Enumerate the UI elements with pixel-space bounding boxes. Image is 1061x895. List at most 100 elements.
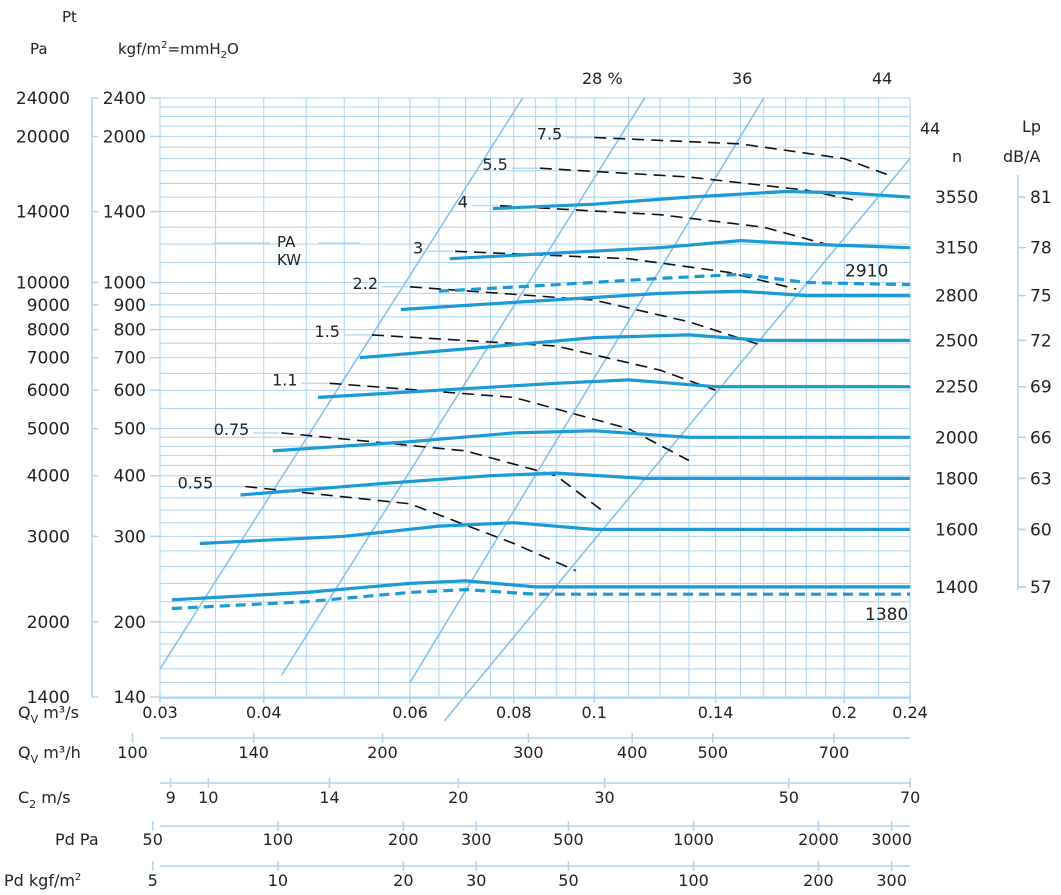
- kgf-tick-label: 1400: [103, 203, 146, 223]
- scale-label: QV m³/h: [18, 743, 81, 766]
- lp-label: 57: [1030, 578, 1052, 598]
- power-curve: [594, 136, 887, 176]
- speed-curve: [492, 189, 911, 211]
- scale-tick-label: 200: [803, 871, 834, 890]
- scale-label: QV m³/s: [18, 703, 79, 726]
- speed-label: 1800: [935, 469, 978, 489]
- scale-tick-label: 2000: [798, 830, 839, 849]
- power-curves: 0.55 0.75 1.1 1.5 2.2 3 4 5.5 7.5: [178, 124, 887, 572]
- axis-layer: 2400 24000 2000 20000 1400 14000 1000 10000 900 9…: [4, 89, 1019, 890]
- speed-label: 2500: [935, 331, 978, 351]
- pa-tick-label: 5000: [27, 420, 70, 440]
- speed-label: 2910: [845, 262, 888, 282]
- kgf-tick-label: 400: [114, 467, 146, 487]
- scale-tick-label: 200: [367, 743, 398, 762]
- speed-label: 1380: [865, 605, 908, 625]
- speed-curve: [449, 239, 911, 261]
- kgf-tick-label: 500: [114, 420, 146, 440]
- scale-tick-label: 10: [268, 871, 288, 890]
- power-label: 3: [413, 238, 423, 257]
- lp-label: 75: [1030, 287, 1052, 307]
- pt-label: Pt: [62, 8, 77, 26]
- speed-curve: [272, 429, 910, 453]
- lp-label: 81: [1030, 188, 1052, 208]
- pakw-label-line2: KW: [277, 251, 301, 269]
- scale-label: Pd Pa: [55, 830, 99, 849]
- scale-tick-label: 400: [617, 743, 648, 762]
- scale-label: Pd kgf/m2: [4, 871, 81, 890]
- speed-label: 2250: [935, 378, 978, 398]
- speed-label: 2000: [935, 428, 978, 448]
- efficiency-line: [443, 158, 911, 722]
- power-curve: [499, 204, 826, 245]
- kgf-tick-label: 900: [114, 296, 146, 316]
- lp-label: 78: [1030, 239, 1052, 259]
- power-curve: [409, 286, 765, 347]
- scale-tick-label: 100: [678, 871, 709, 890]
- pa-tick-label: 3000: [27, 527, 70, 547]
- scale-tick-label: 300: [513, 743, 544, 762]
- pa-tick-label: 14000: [16, 203, 70, 223]
- pa-tick-label: 4000: [27, 467, 70, 487]
- efficiency-label: 28 %: [582, 69, 623, 88]
- scale-tick-label: 50: [779, 788, 799, 807]
- scale-tick-label: 0.2: [832, 703, 857, 722]
- efficiency-lines: 28 % 36 44 44: [159, 69, 940, 722]
- scale-tick-label: 100: [263, 830, 294, 849]
- scale-tick-label: 30: [466, 871, 486, 890]
- scale-tick-label: 500: [697, 743, 728, 762]
- scale-tick-label: 200: [388, 830, 419, 849]
- scale-tick-label: 20: [393, 871, 413, 890]
- scale-tick-label: 0.06: [392, 703, 428, 722]
- scale-tick-label: 20: [448, 788, 468, 807]
- kgf-tick-label: 700: [114, 349, 146, 369]
- pa-label: Pa: [30, 40, 48, 58]
- kgf-tick-label: 1000: [103, 274, 146, 294]
- power-label: 1.5: [315, 322, 340, 341]
- scale-tick-label: 300: [461, 830, 492, 849]
- scale-tick-label: 50: [558, 871, 578, 890]
- kgf-tick-label: 300: [114, 527, 146, 547]
- pa-tick-label: 9000: [27, 296, 70, 316]
- pa-tick-label: 6000: [27, 381, 70, 401]
- power-curve: [245, 485, 577, 572]
- power-curve: [539, 167, 854, 201]
- speed-label: 3150: [935, 239, 978, 259]
- power-label: 2.2: [353, 274, 378, 293]
- pakw-label-line1: PA: [277, 233, 296, 251]
- speed-curve: [199, 521, 910, 546]
- pa-tick-label: 2000: [27, 613, 70, 633]
- pa-tick-label: 20000: [16, 127, 70, 147]
- speed-label: 1400: [935, 578, 978, 598]
- speed-curve: [359, 333, 910, 360]
- scale-label: C2 m/s: [18, 788, 71, 811]
- lp-label: 60: [1030, 520, 1052, 540]
- speed-label: 3550: [935, 188, 978, 208]
- speed-curve: [240, 471, 910, 497]
- power-label: 0.55: [178, 474, 214, 493]
- efficiency-line: [280, 97, 646, 676]
- scale-tick-label: 14: [319, 788, 339, 807]
- lp-label: 66: [1030, 428, 1052, 448]
- lp-label: 69: [1030, 378, 1052, 398]
- power-label: 7.5: [537, 124, 562, 143]
- lp-label: Lp: [1022, 117, 1041, 136]
- grid-layer: [159, 97, 911, 698]
- scale-tick-label: 1000: [673, 830, 714, 849]
- scale-tick-label: 700: [819, 743, 850, 762]
- n-label: n: [952, 147, 962, 166]
- scale-tick-label: 70: [900, 788, 920, 807]
- speed-curve: [171, 579, 910, 602]
- speed-curves: 3550 81 3150 78 2910 2800 75 2500 72 2250 69 2000 66…: [171, 188, 1052, 625]
- scale-tick-label: 0.04: [246, 703, 282, 722]
- scale-tick-label: 0.24: [892, 703, 928, 722]
- scale-tick-label: 0.03: [142, 703, 178, 722]
- kgf-tick-label: 2000: [103, 127, 146, 147]
- kgf-tick-label: 600: [114, 381, 146, 401]
- scale-tick-label: 50: [143, 830, 163, 849]
- scale-tick-label: 3000: [871, 830, 912, 849]
- scale-tick-label: 100: [117, 743, 148, 762]
- power-label: 0.75: [214, 420, 250, 439]
- scale-tick-label: 0.1: [582, 703, 607, 722]
- power-label: 5.5: [482, 155, 507, 174]
